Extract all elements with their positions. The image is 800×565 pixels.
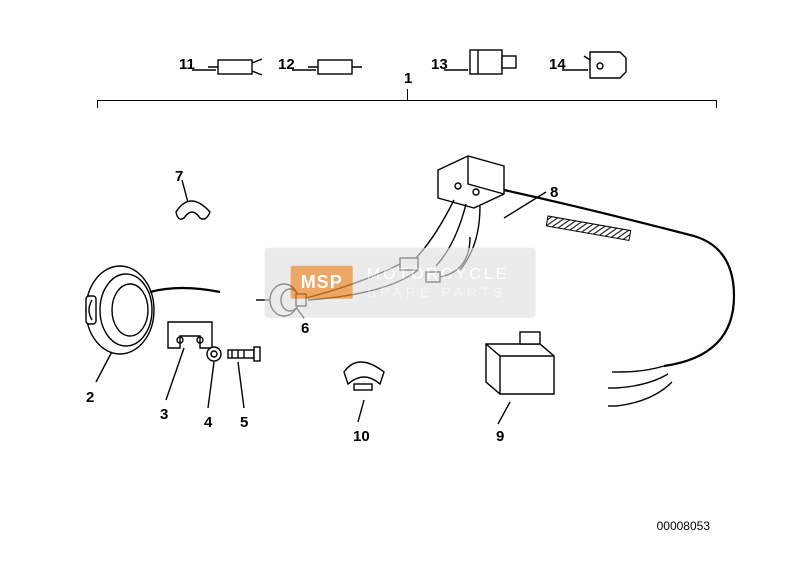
callout-10: 10 [353,428,370,445]
part-11-icon [208,59,262,75]
watermark-line2: SPARE PARTS [367,284,510,300]
callout-2: 2 [86,389,94,406]
part-3-icon [168,322,212,348]
callout-3: 3 [160,406,168,423]
callout-5: 5 [240,414,248,431]
callout-8: 8 [550,184,558,201]
callout-9: 9 [496,428,504,445]
callout-7: 7 [175,168,183,185]
watermark: MSP MOTORCYCLE SPARE PARTS [265,247,536,317]
parts-diagram: .ln { fill:none; stroke:#000; stroke-wid… [0,0,800,565]
part-4-icon [207,347,221,361]
callout-11: 11 [179,56,195,73]
callout-13: 13 [431,56,448,73]
watermark-line1: MOTORCYCLE [367,265,510,283]
image-id: 00008053 [657,519,710,533]
watermark-text: MOTORCYCLE SPARE PARTS [367,265,510,299]
part-10-icon [344,362,384,390]
callout-14: 14 [549,56,566,73]
callout-12: 12 [278,56,295,73]
part-5-icon [228,347,260,361]
callout-1: 1 [404,70,412,87]
part-9-icon [486,332,554,394]
callout-6: 6 [301,320,309,337]
part-13-icon [470,50,516,74]
part-14-icon [584,52,626,78]
part-12-icon [308,60,362,74]
part-7-icon [176,201,210,219]
callout-4: 4 [204,414,212,431]
part-2-icon [86,266,154,354]
cable-horn [150,288,220,292]
watermark-badge: MSP [291,266,353,299]
